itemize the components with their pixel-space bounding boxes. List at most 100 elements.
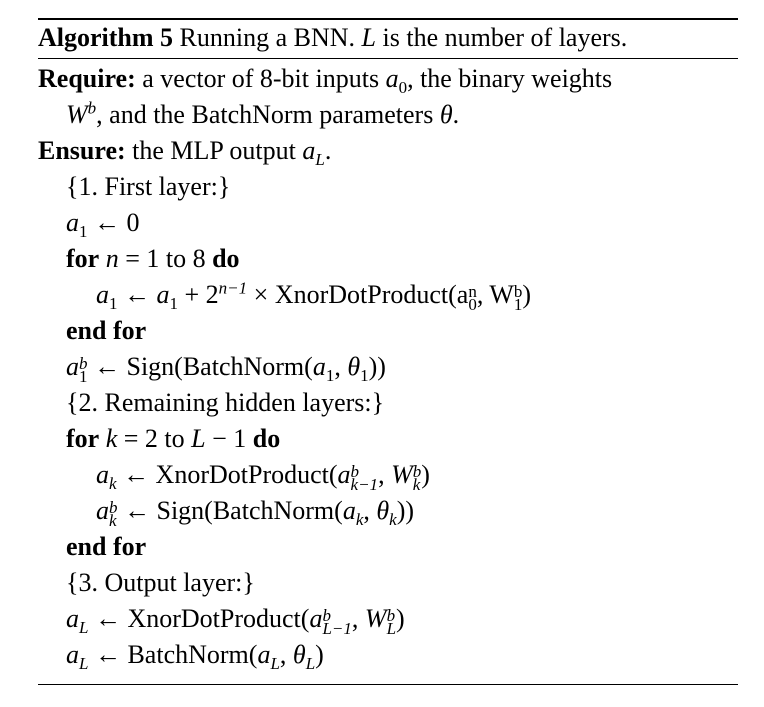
sub-1: 1 [109,294,118,314]
sup-b: b [350,462,360,481]
require-sup-b: b [87,98,97,118]
comma: , [334,352,348,381]
ensure-var: a [302,136,316,165]
require-text-1: a vector of 8-bit inputs [142,64,380,93]
sup-b: b [386,606,396,625]
sub-L: L [270,654,280,674]
algorithm-block: Algorithm 5 Running a BNN. L is the numb… [38,18,738,685]
close-paren: ) [396,604,405,633]
sub-k: k [109,511,117,530]
sup-b: b [513,282,523,301]
var-theta: θ [292,640,306,669]
sub-1: 1 [325,366,335,386]
require-text-3: , and the BatchNorm parameters [96,100,434,129]
sup-b: b [109,498,118,517]
require-keyword: Require: [38,64,136,93]
loop-var-n: n [105,244,119,273]
comment-output-layer: {3. Output layer:} [38,565,738,601]
end-for-keyword: end for [66,316,147,345]
algorithm-caption: Algorithm 5 Running a BNN. L is the numb… [38,20,738,58]
sub-k: k [389,510,397,530]
comment-hidden-layers: {2. Remaining hidden layers:} [38,385,738,421]
loop-range: = 2 to [117,424,192,453]
var-a: a [66,208,79,237]
require-var-a: a [385,64,399,93]
sub-L: L [305,654,316,674]
line-batchnorm-L: aL ← BatchNorm(aL, θL) [38,637,738,673]
ensure-text: the MLP output [132,136,296,165]
var-a: a [312,352,326,381]
end-for-keyword: end for [66,532,147,561]
var-a: a [257,640,271,669]
require-text-2: , the binary weights [407,64,613,93]
caption-var: L [361,23,377,52]
comma: , [279,640,293,669]
comma: , [363,496,377,525]
var-theta: θ [376,496,390,525]
var-L: L [191,424,206,453]
comment-first-layer: {1. First layer:} [38,169,738,205]
comma: , [351,604,365,633]
plus-two: + 2 [178,280,219,309]
comment-text-1: {1. First layer:} [66,172,231,201]
require-var-W: W [66,100,88,129]
comma: , [378,460,392,489]
close-paren: )) [368,352,386,381]
var-W: W [391,460,413,489]
supsub-bk1: b k−1 [350,462,379,494]
caption-text: Running a BNN. [179,23,356,52]
var-a: a [66,640,79,669]
ensure-end: . [324,136,332,165]
ensure-sub: L [315,150,325,170]
sub-0: 0 [468,295,477,314]
var-W: W [364,604,387,633]
do-keyword: do [252,424,281,453]
loop-range: = 1 to 8 [118,244,213,273]
xnor-call: ← XnorDotProduct( [88,604,310,633]
arrow: ← [117,280,157,309]
sub-k: k [412,475,421,494]
close-paren: )) [396,496,415,525]
close-paren: ) [315,640,324,669]
caption-rule [38,58,738,59]
ensure-keyword: Ensure: [38,136,126,165]
sub-L-minus-1: L−1 [322,619,352,638]
sub-1: 1 [169,294,179,314]
line-init-a1: a1 ← 0 [38,205,738,241]
loop-var-k: k [105,424,118,453]
sub-L: L [79,618,89,638]
supsub-bL1: b L−1 [322,607,352,638]
ensure-line: Ensure: the MLP output aL. [38,133,738,169]
top-rule [38,18,738,20]
var-a: a [66,352,79,381]
batchnorm-call: ← BatchNorm( [88,640,258,669]
sub-1: 1 [513,295,523,314]
require-var-theta: θ [439,100,453,129]
comma-W: , W [476,280,514,309]
sub-1: 1 [79,367,88,386]
sup-b: b [412,462,422,481]
var-a: a [96,496,109,525]
xnor-call: ← XnorDotProduct( [116,460,338,489]
end-for-1: end for [38,313,738,349]
var-a: a [66,604,79,633]
sub-k: k [355,510,364,530]
exponent: n−1 [218,278,248,298]
sign-batchnorm: ← Sign(BatchNorm( [87,352,313,381]
require-text-4: . [452,100,460,129]
end-for-2: end for [38,529,738,565]
var-a: a [342,496,356,525]
sub-k-minus-1: k−1 [350,475,379,494]
close-paren: ) [421,460,430,489]
sub-L: L [386,619,397,638]
